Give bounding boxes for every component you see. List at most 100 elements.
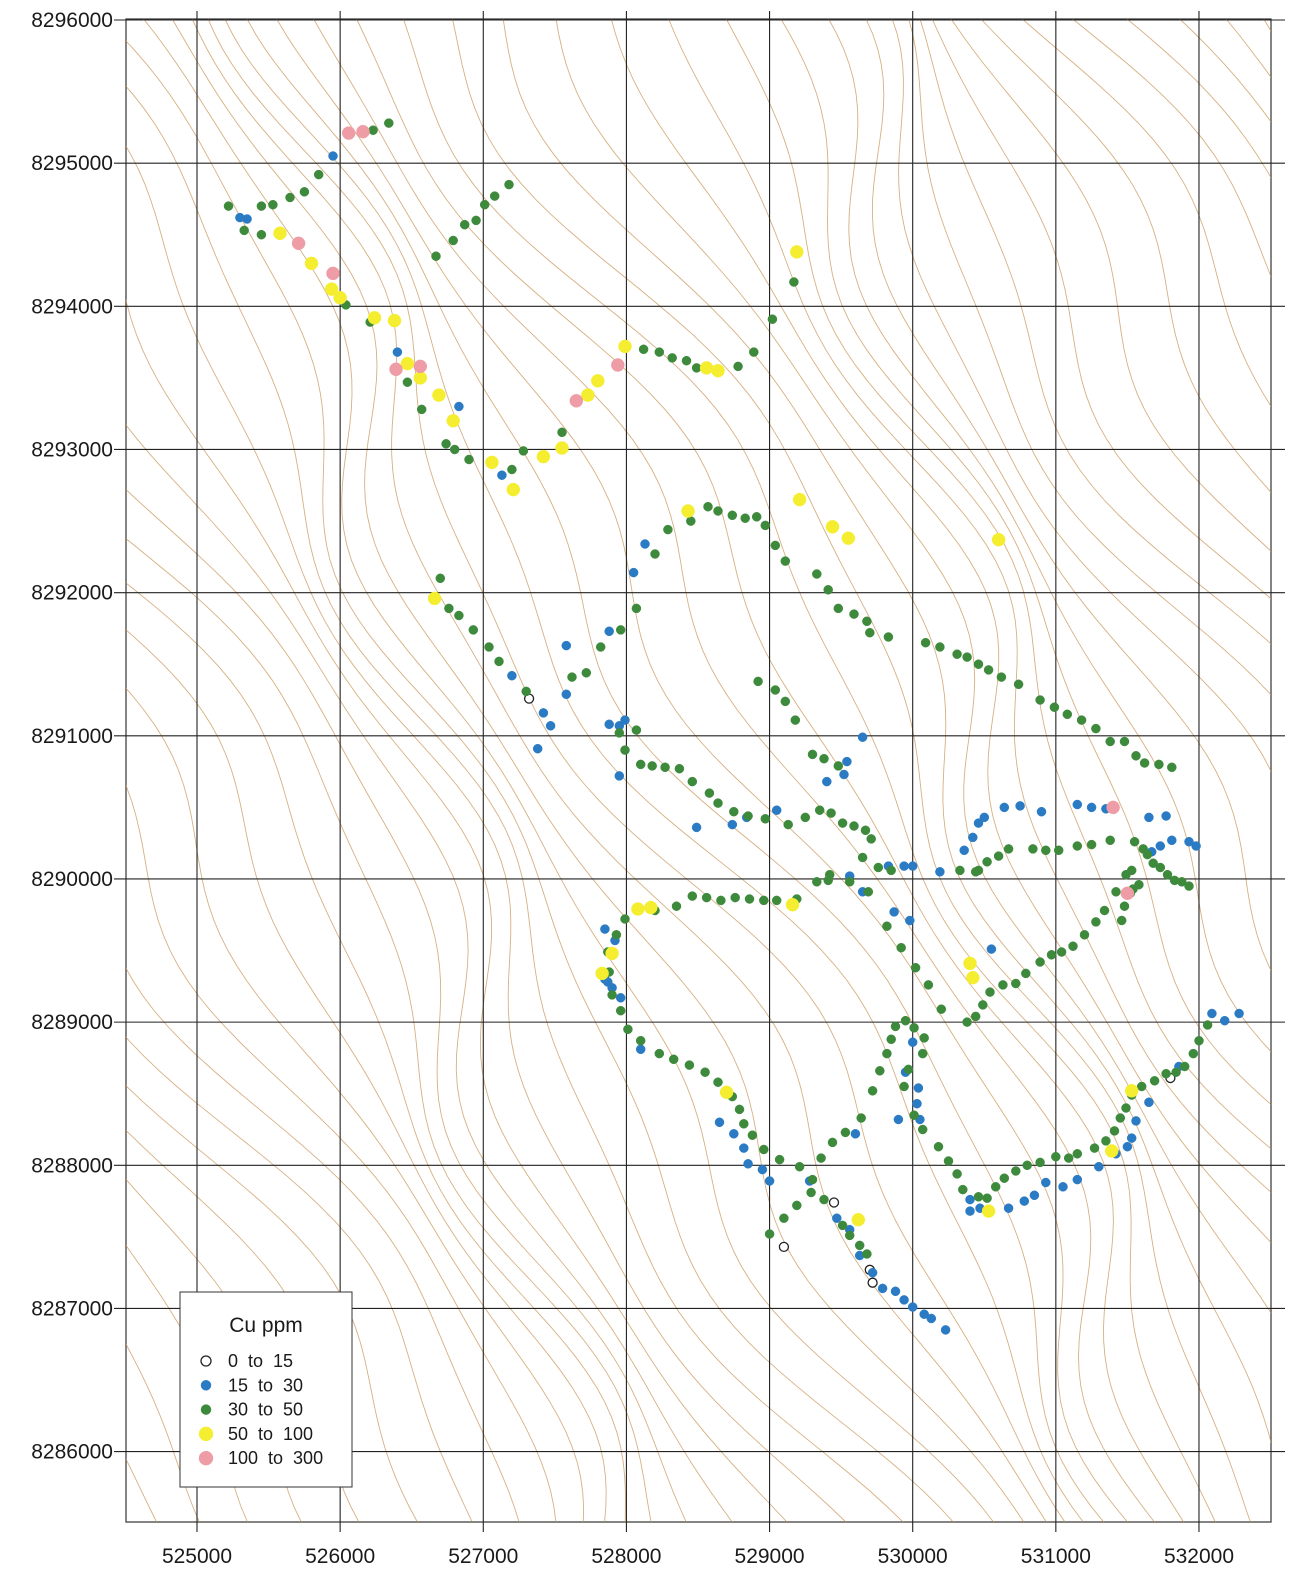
legend-label: 50 to 100 bbox=[228, 1424, 313, 1444]
sample-point bbox=[790, 245, 804, 259]
sample-point bbox=[561, 689, 572, 700]
contour-line bbox=[919, 19, 1271, 645]
sample-point bbox=[413, 359, 428, 374]
contour-line bbox=[668, 19, 1271, 1193]
sample-point bbox=[740, 513, 750, 523]
sample-point bbox=[729, 1129, 739, 1139]
contour-line bbox=[126, 145, 847, 1522]
contour-line bbox=[931, 19, 1271, 600]
sample-point bbox=[667, 353, 677, 363]
sample-point bbox=[743, 1159, 753, 1169]
sample-point bbox=[392, 347, 403, 357]
sample-point bbox=[764, 1229, 775, 1239]
sample-point bbox=[783, 819, 793, 830]
sample-point bbox=[567, 672, 577, 682]
sample-point bbox=[681, 504, 695, 518]
sample-point bbox=[704, 788, 715, 798]
sample-point bbox=[774, 1154, 785, 1165]
sample-point bbox=[620, 715, 630, 725]
sample-point bbox=[882, 921, 892, 931]
sample-point bbox=[842, 756, 852, 767]
sample-point bbox=[1094, 1161, 1104, 1172]
sample-point bbox=[464, 454, 474, 465]
contour-line bbox=[207, 19, 1066, 1522]
sample-point bbox=[647, 761, 657, 771]
sample-point bbox=[1184, 836, 1194, 847]
x-tick-label: 527000 bbox=[448, 1545, 518, 1568]
sample-point bbox=[484, 642, 494, 652]
sample-point bbox=[963, 956, 977, 971]
sample-point bbox=[615, 625, 626, 635]
sample-point bbox=[966, 970, 980, 985]
sample-point bbox=[356, 124, 370, 139]
sample-point bbox=[333, 290, 347, 305]
sample-point bbox=[965, 1194, 975, 1205]
contour-line bbox=[502, 19, 1271, 1444]
sample-point bbox=[935, 867, 945, 877]
sample-point bbox=[973, 1192, 984, 1202]
sample-point bbox=[368, 125, 378, 135]
sample-point bbox=[1136, 1081, 1147, 1092]
sample-point bbox=[1086, 802, 1097, 813]
sample-point bbox=[912, 1098, 922, 1109]
sample-point bbox=[1091, 723, 1101, 734]
sample-point bbox=[844, 877, 855, 887]
sample-point bbox=[1171, 1067, 1181, 1077]
legend: Cu ppm 0 to 15 15 to 30 30 to 50 50 to 100 1… bbox=[179, 1291, 353, 1488]
sample-point bbox=[867, 1277, 878, 1288]
sample-point bbox=[479, 199, 490, 210]
sample-point bbox=[1011, 978, 1021, 989]
sample-point bbox=[985, 987, 995, 997]
sample-point bbox=[614, 771, 625, 781]
sample-point bbox=[507, 670, 517, 681]
sample-point bbox=[324, 282, 339, 296]
sample-point bbox=[760, 814, 771, 824]
sample-point bbox=[1167, 835, 1177, 846]
sample-point bbox=[837, 818, 848, 828]
sample-point bbox=[620, 745, 630, 755]
contour-line bbox=[1072, 19, 1271, 278]
contour-line bbox=[403, 19, 1216, 1522]
map-background bbox=[125, 18, 1272, 1523]
sample-point bbox=[1131, 1116, 1141, 1126]
sample-point bbox=[687, 776, 698, 787]
sample-point bbox=[958, 1184, 968, 1195]
sample-point bbox=[729, 806, 739, 817]
sample-point bbox=[826, 808, 836, 818]
sample-point bbox=[919, 1033, 929, 1043]
sample-point bbox=[841, 531, 856, 545]
sample-point bbox=[555, 441, 569, 455]
sample-point bbox=[635, 1044, 646, 1055]
sample-point bbox=[1106, 800, 1120, 815]
sample-point bbox=[1086, 839, 1097, 850]
sample-point bbox=[862, 1249, 872, 1259]
sample-point bbox=[851, 1212, 866, 1227]
legend-label: 30 to 50 bbox=[228, 1400, 303, 1420]
contour-line bbox=[171, 19, 1025, 1522]
x-tick-label: 528000 bbox=[591, 1545, 661, 1568]
x-tick-label: 525000 bbox=[162, 1545, 232, 1568]
sample-point bbox=[1139, 758, 1150, 768]
contour-line bbox=[126, 1129, 360, 1522]
sample-point bbox=[591, 374, 605, 388]
y-tick-label: 8294000 bbox=[31, 295, 113, 318]
sample-point bbox=[780, 556, 791, 566]
sample-point bbox=[413, 371, 428, 385]
sample-point bbox=[489, 191, 500, 201]
sample-point bbox=[860, 825, 871, 836]
sample-point bbox=[943, 1156, 954, 1166]
sample-point bbox=[1116, 915, 1127, 926]
sample-point bbox=[506, 482, 521, 497]
y-tick-label: 8295000 bbox=[31, 152, 113, 175]
sample-point bbox=[1105, 736, 1115, 747]
sample-point bbox=[767, 314, 778, 324]
sample-point bbox=[521, 686, 531, 697]
sample-point bbox=[256, 229, 267, 240]
sample-point bbox=[427, 591, 442, 606]
contour-line bbox=[191, 19, 1047, 1522]
sample-point bbox=[991, 532, 1006, 547]
sample-point bbox=[990, 1182, 1001, 1192]
sample-point bbox=[468, 625, 479, 635]
legend-swatch bbox=[200, 1380, 212, 1391]
sample-point bbox=[700, 1067, 710, 1077]
